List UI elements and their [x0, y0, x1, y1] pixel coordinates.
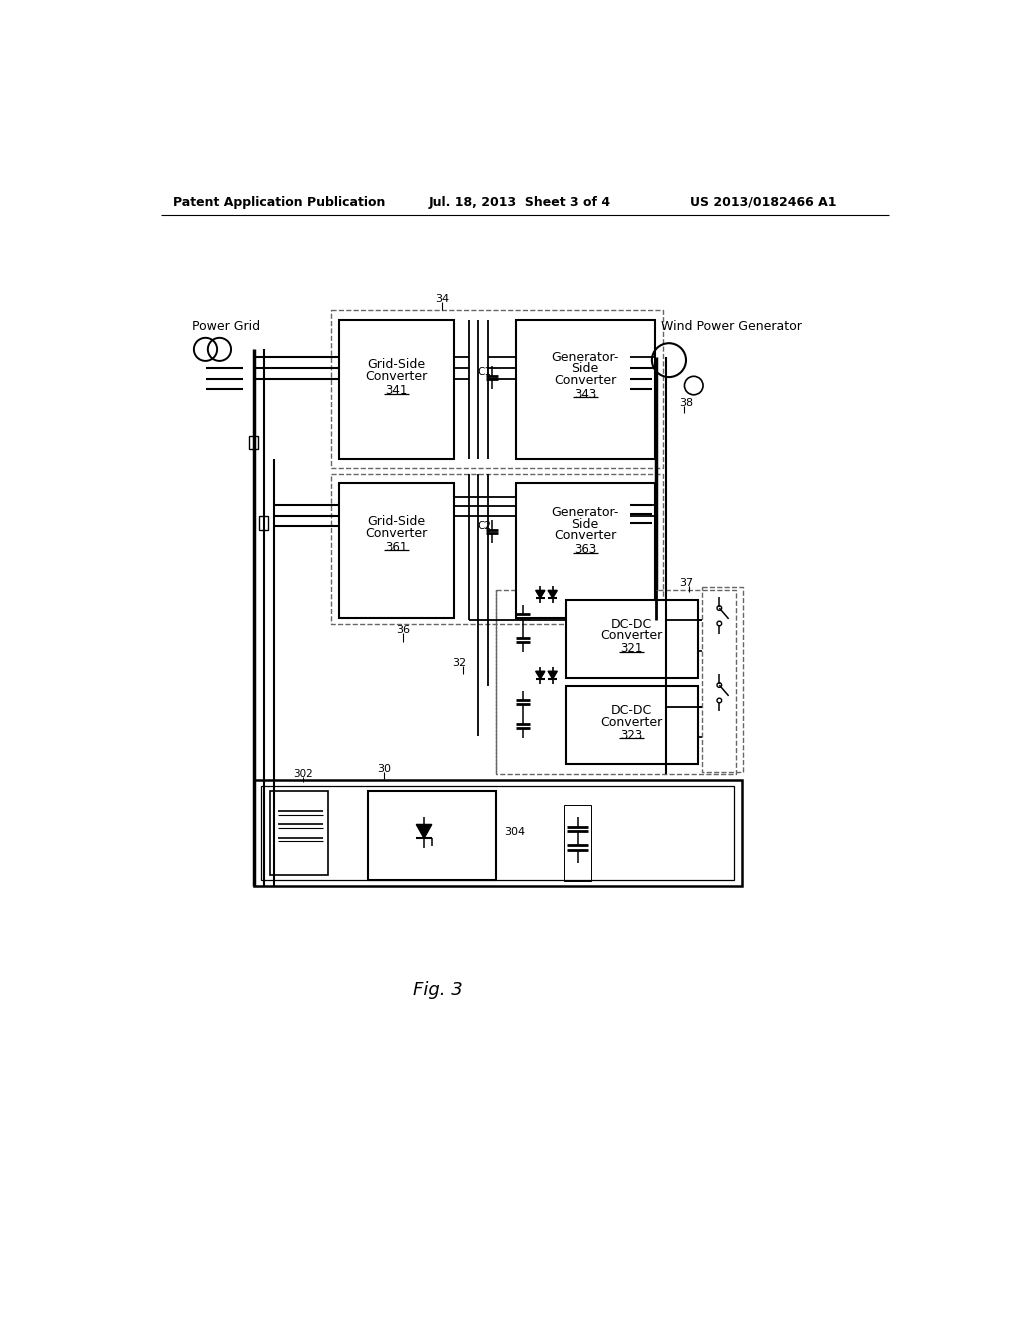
Text: Jul. 18, 2013  Sheet 3 of 4: Jul. 18, 2013 Sheet 3 of 4	[428, 195, 610, 209]
Text: DC-DC: DC-DC	[611, 618, 652, 631]
Text: Converter: Converter	[601, 630, 663, 643]
Text: 30: 30	[377, 764, 391, 774]
Text: 37: 37	[679, 578, 693, 589]
Text: 363: 363	[574, 543, 596, 556]
Bar	[515, 321, 655, 459]
Text: Fig. 3: Fig. 3	[413, 981, 463, 999]
Text: Converter: Converter	[365, 370, 427, 383]
Text: DC-DC: DC-DC	[611, 704, 652, 717]
Bar	[259, 516, 268, 531]
Bar	[515, 483, 655, 618]
Text: 302: 302	[293, 768, 313, 779]
Bar	[331, 310, 663, 469]
Text: Grid-Side: Grid-Side	[367, 515, 425, 528]
Text: 343: 343	[574, 388, 596, 400]
Text: Wind Power Generator: Wind Power Generator	[660, 319, 802, 333]
Text: 323: 323	[621, 729, 643, 742]
Bar	[249, 436, 258, 450]
Text: C2: C2	[477, 521, 492, 532]
Bar	[261, 785, 734, 880]
Text: US 2013/0182466 A1: US 2013/0182466 A1	[690, 195, 837, 209]
Text: 341: 341	[385, 384, 408, 397]
Text: Generator-: Generator-	[552, 351, 618, 363]
Bar	[331, 474, 663, 624]
Text: Converter: Converter	[554, 529, 616, 543]
Polygon shape	[536, 590, 545, 598]
Text: 304: 304	[504, 828, 525, 837]
Text: 32: 32	[453, 657, 467, 668]
Text: C1: C1	[477, 367, 492, 378]
Polygon shape	[536, 671, 545, 678]
Polygon shape	[548, 590, 557, 598]
Bar	[270, 792, 328, 874]
Bar	[369, 792, 496, 880]
Bar	[701, 587, 742, 772]
Text: 38: 38	[679, 399, 693, 408]
Bar	[566, 599, 697, 678]
Text: Converter: Converter	[365, 527, 427, 540]
Text: Side: Side	[571, 362, 599, 375]
Text: Converter: Converter	[601, 715, 663, 729]
Text: Generator-: Generator-	[552, 506, 618, 519]
Text: 36: 36	[396, 624, 411, 635]
Bar	[496, 590, 736, 775]
Polygon shape	[417, 825, 432, 838]
Text: Patent Application Publication: Patent Application Publication	[173, 195, 385, 209]
Text: 361: 361	[385, 541, 408, 554]
Text: 34: 34	[435, 294, 449, 305]
Text: Power Grid: Power Grid	[191, 319, 260, 333]
Bar	[339, 483, 454, 618]
Text: Grid-Side: Grid-Side	[367, 358, 425, 371]
Bar	[563, 805, 592, 880]
Text: 321: 321	[621, 643, 643, 656]
Bar	[339, 321, 454, 459]
Polygon shape	[548, 671, 557, 678]
Text: Converter: Converter	[554, 374, 616, 387]
Bar	[566, 686, 697, 764]
Text: Side: Side	[571, 517, 599, 531]
Bar	[254, 780, 741, 886]
